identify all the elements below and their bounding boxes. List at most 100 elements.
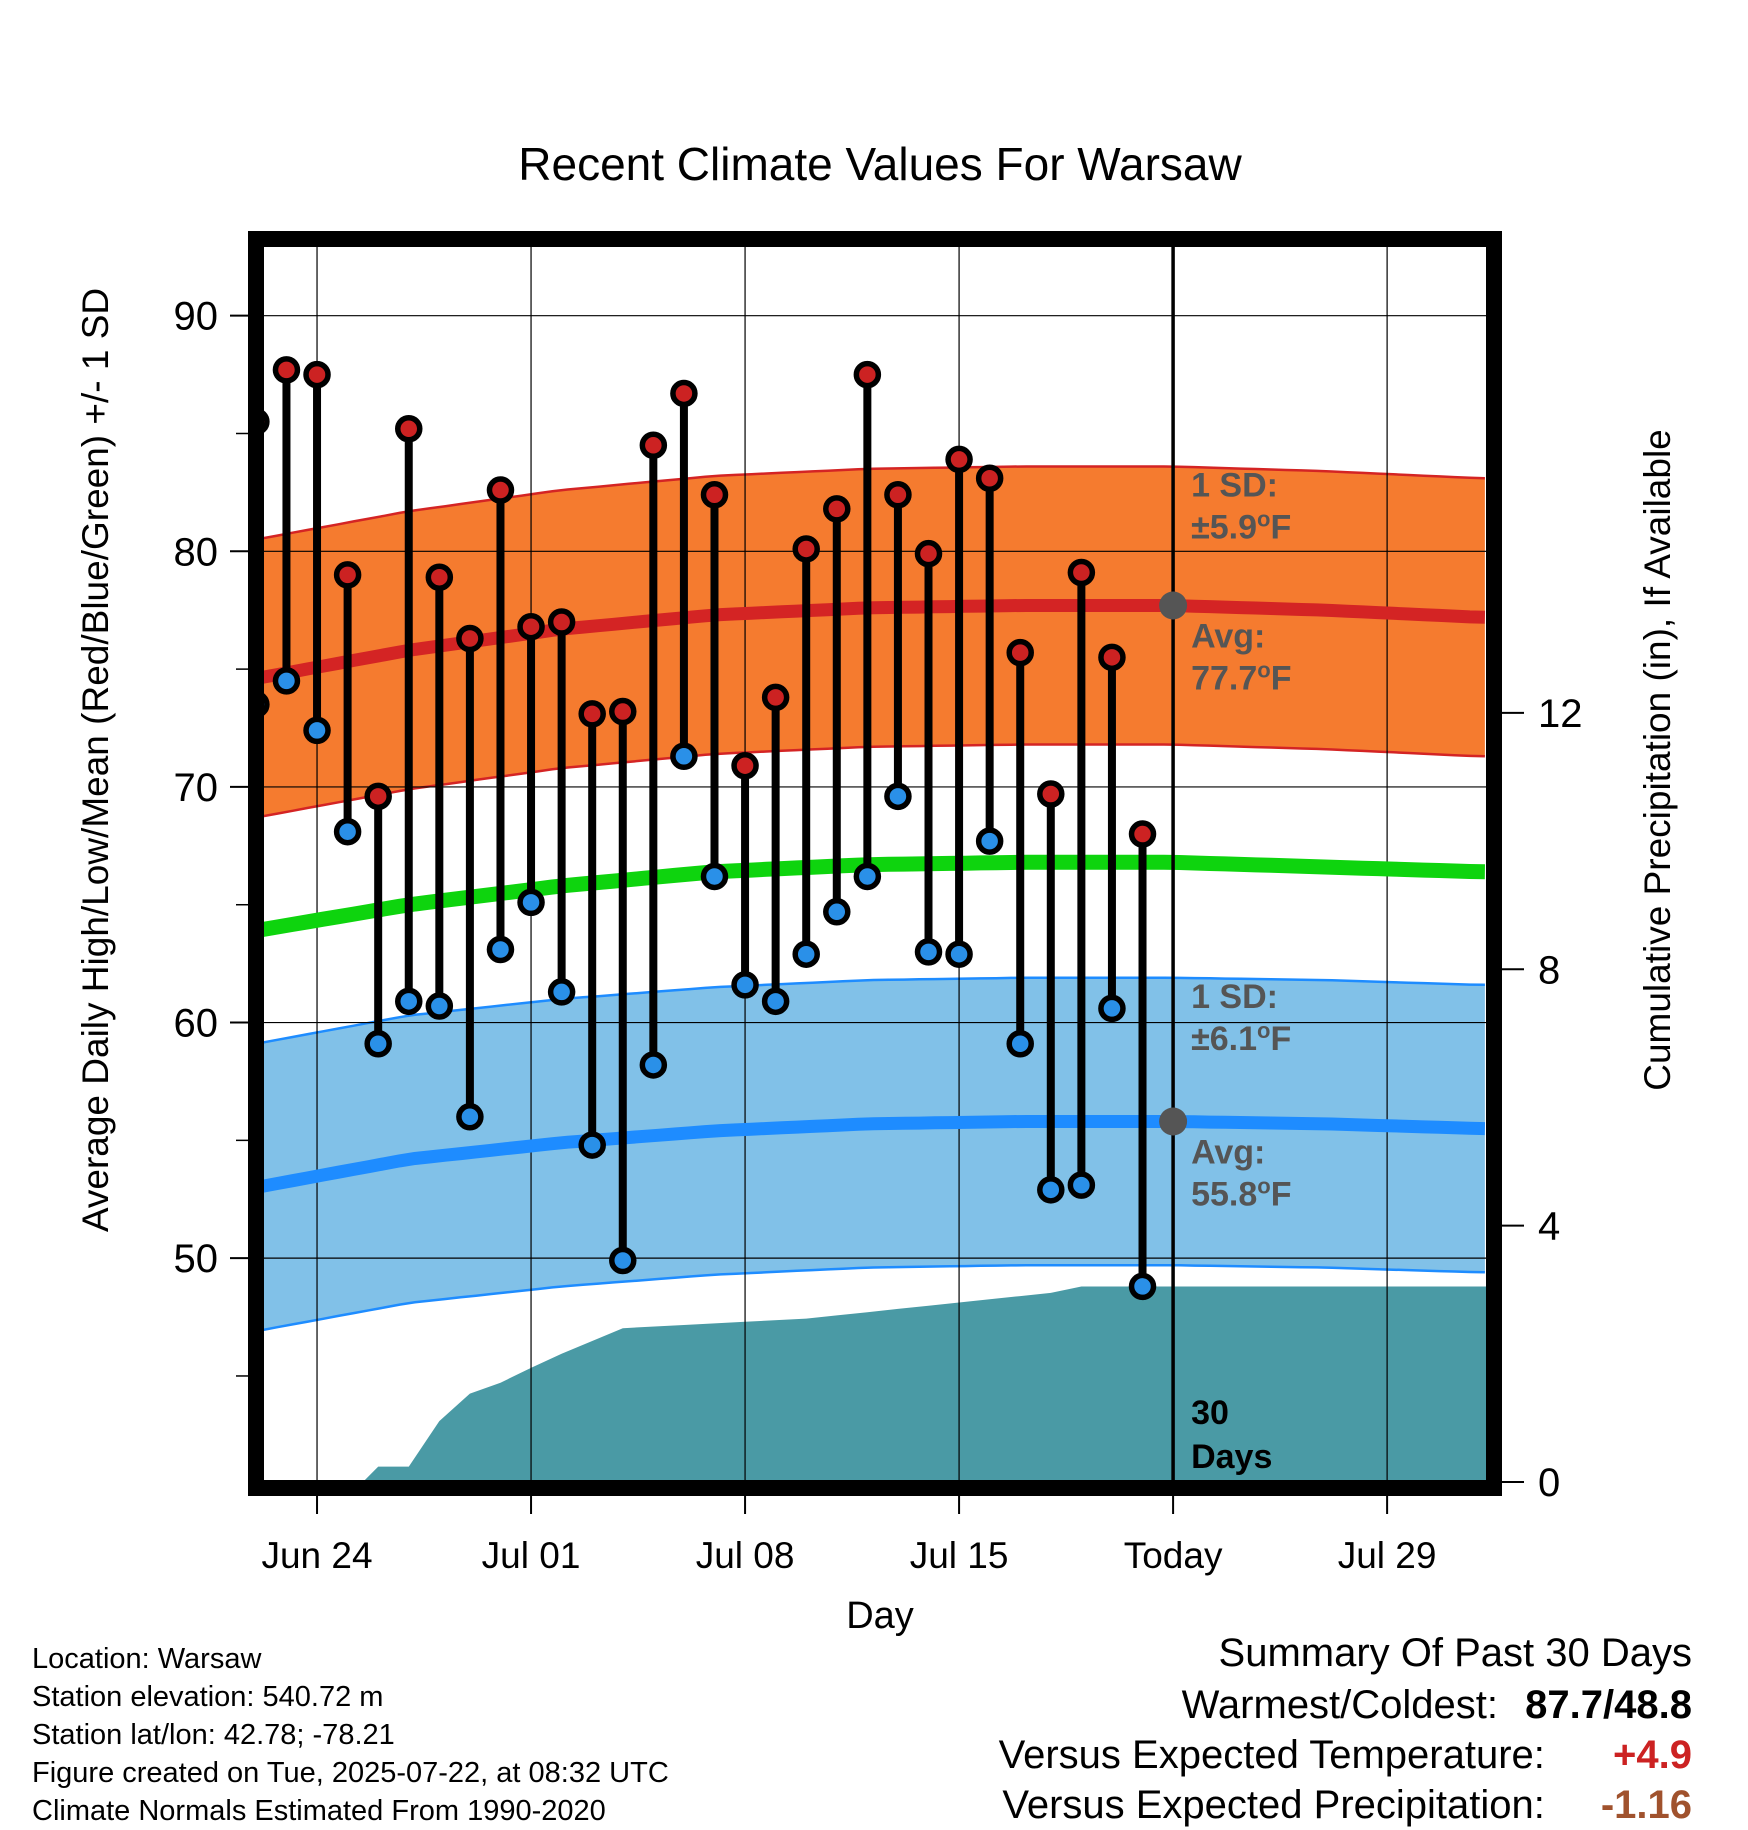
daily-high-point	[578, 700, 606, 728]
daily-low-point	[425, 992, 454, 1020]
high-sd-lower-line	[262, 743, 1485, 818]
today-low-avg-marker	[1159, 1107, 1188, 1136]
daily-low-point	[609, 1246, 637, 1275]
low-avg-value-part: 55.8	[1191, 1176, 1257, 1214]
summary-temp-value: +4.9	[1613, 1733, 1692, 1777]
x-tick-label: Jul 08	[696, 1535, 795, 1576]
daily-low-point	[486, 935, 515, 964]
low-avg-label: Avg:	[1191, 1134, 1265, 1172]
daily-low-point	[1128, 1272, 1157, 1301]
daily-low-point	[303, 716, 331, 745]
daily-low-point	[792, 940, 820, 968]
daily-low-point	[1098, 994, 1126, 1023]
daily-high-point	[1098, 643, 1126, 672]
x-tick-label: Jul 15	[910, 1535, 1009, 1576]
daily-low-point	[395, 987, 423, 1016]
high-sd-band	[262, 466, 1485, 817]
daily-high-point	[272, 356, 301, 384]
period-number-label: 30	[1191, 1394, 1229, 1432]
low-sd-label-part: 1 SD:	[1191, 978, 1278, 1016]
precip-area	[262, 1286, 1488, 1482]
low-avg-value: 55.8oF	[1191, 1173, 1291, 1214]
y2-axis-label: Cumulative Precipitation (in), If Availa…	[1637, 429, 1678, 1091]
daily-low-point	[639, 1051, 668, 1079]
daily-low-point	[761, 987, 790, 1016]
daily-high-point	[670, 379, 698, 408]
summary-separator: /	[1603, 1683, 1615, 1727]
daily-high-point	[823, 495, 851, 523]
period-unit-label: Days	[1191, 1438, 1272, 1476]
daily-low-point	[578, 1131, 606, 1159]
low-sd-upper-line	[262, 976, 1485, 1044]
daily-high-point	[1006, 638, 1034, 667]
daily-high-point	[1128, 820, 1157, 848]
summary-warm-cold-label: Warmest/Coldest:	[1181, 1683, 1499, 1727]
low-sd-value-part: ±6.1	[1191, 1020, 1257, 1058]
info-normals: Climate Normals Estimated From 1990-2020	[32, 1795, 606, 1827]
y-tick-label: 60	[174, 1002, 219, 1046]
daily-low-point	[272, 667, 301, 695]
daily-high-point	[975, 464, 1004, 493]
high-sd-value-part: ±5.9	[1191, 508, 1257, 546]
low-sd-value-part: F	[1270, 1020, 1291, 1058]
today-high-avg-marker	[1159, 591, 1188, 620]
daily-high-point	[761, 683, 790, 712]
high-avg-value-part: 77.7	[1191, 659, 1257, 697]
daily-high-point	[456, 624, 484, 653]
low-sd-label: 1 SD:	[1191, 978, 1278, 1016]
daily-high-point	[517, 612, 545, 641]
daily-low-point	[914, 938, 943, 966]
summary-coldest-value: 48.8	[1614, 1683, 1692, 1727]
high-avg-value-part: o	[1257, 657, 1270, 682]
high-sd-upper-line	[262, 465, 1485, 540]
daily-high-point	[945, 445, 973, 474]
normal-low-line	[262, 1115, 1486, 1193]
summary-warmest-value: 87.7	[1525, 1683, 1604, 1727]
info-elevation: Station elevation: 540.72 m	[32, 1681, 384, 1713]
daily-low-point	[1067, 1171, 1096, 1199]
daily-high-point	[914, 539, 943, 568]
x-tick-label: Jul 29	[1338, 1535, 1437, 1576]
chart-title: Recent Climate Values For Warsaw	[518, 138, 1242, 190]
daily-high-point	[425, 563, 454, 591]
x-tick-label: Today	[1124, 1535, 1223, 1576]
summary-precipitation: Versus Expected Precipitation: -1.16	[1002, 1780, 1692, 1830]
info-created: Figure created on Tue, 2025-07-22, at 08…	[32, 1757, 669, 1789]
low-sd-band	[262, 977, 1485, 1331]
high-avg-value: 77.7oF	[1191, 657, 1291, 698]
daily-low-point	[945, 940, 973, 968]
y-axis-label: Average Daily High/Low/Mean (Red/Blue/Gr…	[75, 288, 116, 1232]
high-sd-label: 1 SD:	[1191, 466, 1278, 504]
daily-high-point	[395, 415, 423, 443]
axes: 50 60 70 80 90 0 4 8 12 Jun 24 Jul 01 Jul 08 Jul 15 T…	[174, 231, 1583, 1576]
high-avg-label-part: Avg:	[1191, 617, 1265, 655]
daily-low-point	[670, 742, 698, 771]
high-sd-value-part: F	[1270, 508, 1291, 546]
x-tick-label: Jun 24	[261, 1535, 372, 1576]
period-unit-label-part: Days	[1191, 1438, 1272, 1476]
daily-low-point	[853, 862, 882, 891]
summary-precip-label: Versus Expected Precipitation:	[1002, 1783, 1545, 1827]
low-avg-label-part: Avg:	[1191, 1134, 1265, 1172]
daily-low-point	[884, 782, 912, 811]
info-latlon: Station lat/lon: 42.78; -78.21	[32, 1719, 395, 1751]
daily-low-point	[364, 1029, 392, 1058]
daily-high-point	[303, 360, 331, 389]
daily-low-point	[1006, 1029, 1034, 1058]
high-sd-label-part: 1 SD:	[1191, 466, 1278, 504]
daily-low-point	[700, 862, 729, 891]
high-sd-value: ±5.9oF	[1191, 506, 1291, 547]
y2-tick-label: 12	[1538, 692, 1583, 736]
low-sd-lower-line	[262, 1263, 1485, 1332]
summary-temp-label: Versus Expected Temperature:	[998, 1733, 1545, 1777]
low-avg-value-part: F	[1271, 1176, 1292, 1214]
info-location: Location: Warsaw	[32, 1643, 262, 1675]
daily-low-point	[333, 817, 362, 846]
daily-low-point	[1037, 1176, 1065, 1204]
summary-temperature: Versus Expected Temperature: +4.9	[999, 1730, 1692, 1780]
low-sd-value: ±6.1oF	[1191, 1017, 1291, 1058]
low-avg-value-part: o	[1257, 1173, 1270, 1198]
daily-high-point	[1067, 558, 1096, 587]
summary-precip-value: -1.16	[1600, 1783, 1692, 1827]
